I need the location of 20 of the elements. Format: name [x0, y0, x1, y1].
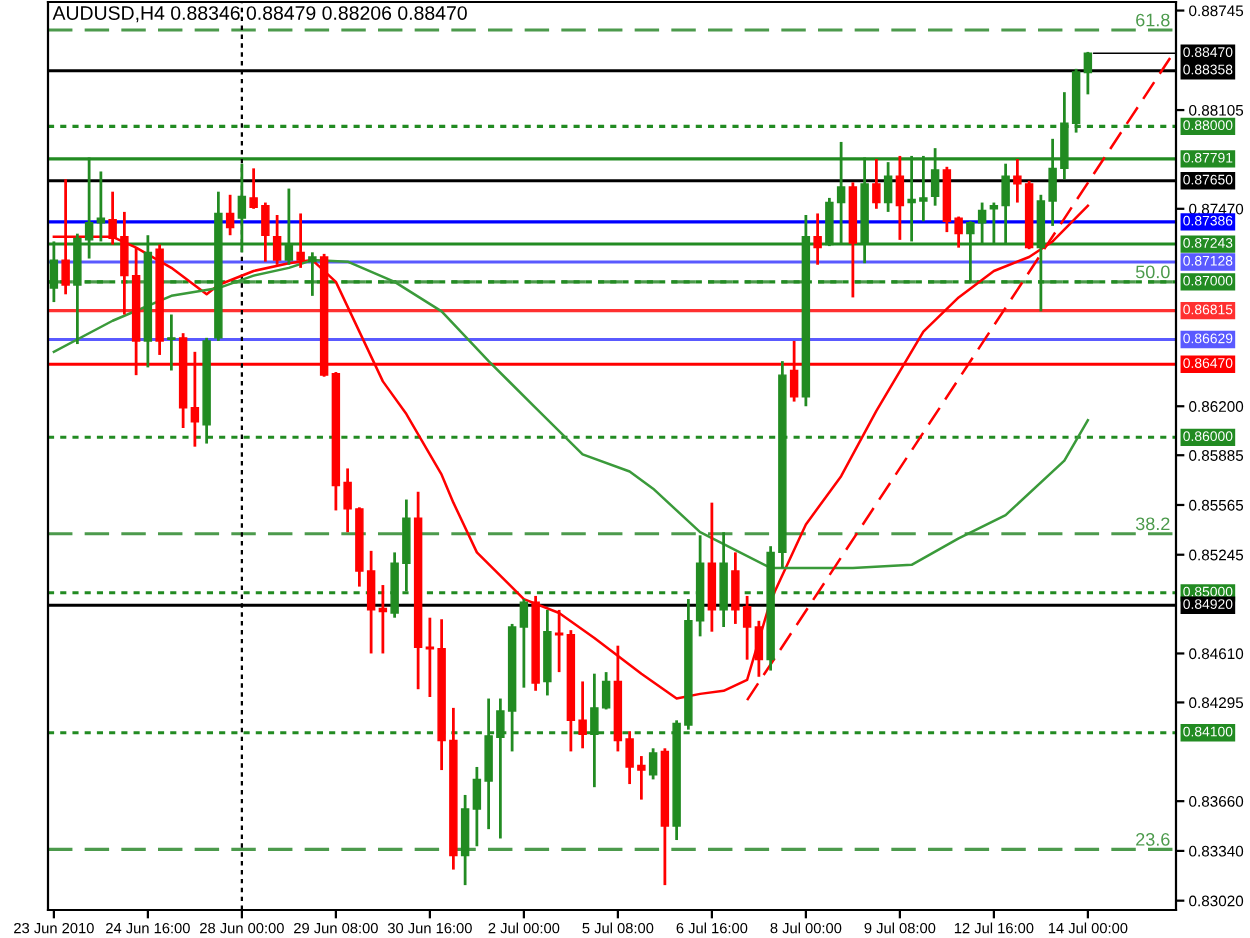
- candlestick: [225, 193, 235, 237]
- candlestick: [895, 154, 905, 242]
- candlestick: [272, 213, 282, 267]
- annotation: 23.6: [1136, 833, 1170, 846]
- candlestick: [872, 157, 881, 211]
- line-series: [52, 258, 1090, 570]
- candlestick: [813, 212, 822, 267]
- candlestick: [707, 501, 717, 634]
- candlestick: [1083, 50, 1093, 96]
- candlestick: [519, 597, 529, 690]
- candlestick: [460, 793, 470, 887]
- annotation: 50.0: [1135, 265, 1170, 279]
- candlestick: [648, 746, 658, 781]
- candlestick: [719, 530, 728, 629]
- candlestick: [296, 212, 305, 270]
- annotation: 61.8: [1136, 13, 1170, 27]
- annotation: 38.2: [1135, 517, 1170, 531]
- chart-title: AUDUSD,H4 0.88346 0.88479 0.88206 0.88470: [52, 6, 467, 23]
- candlestick: [167, 313, 176, 372]
- candlestick: [754, 619, 764, 679]
